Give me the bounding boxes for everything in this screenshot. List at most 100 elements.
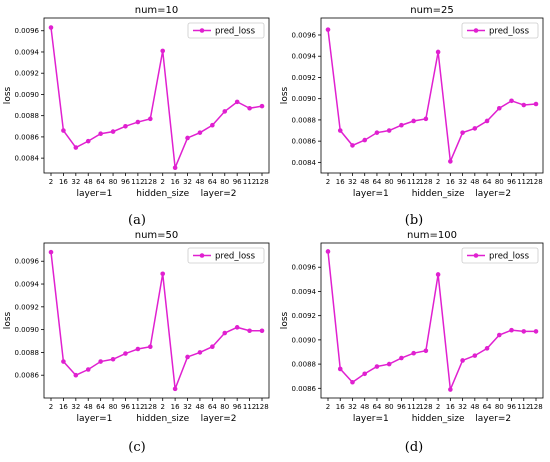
data-point (521, 329, 527, 334)
x-tick-label: 48 (470, 178, 479, 186)
data-point (533, 101, 539, 107)
data-point (61, 359, 66, 364)
x-tick-label: 64 (483, 178, 492, 186)
data-point (147, 116, 153, 122)
x-tick-label: 96 (121, 403, 130, 411)
y-tick-label: 0.0096 (15, 27, 40, 35)
data-point (521, 102, 527, 108)
x-tick-label: 96 (233, 403, 242, 411)
legend-label: pred_loss (489, 27, 530, 37)
data-point (374, 130, 380, 135)
chart-panel: num=100 0.0086 0.0088 0.0090 0.0092 0.0094 0.0… (280, 230, 544, 455)
data-point (123, 123, 128, 129)
y-tick-label: 0.0088 (292, 116, 317, 124)
legend-label: pred_loss (215, 27, 256, 37)
y-tick-label: 0.0094 (292, 288, 317, 296)
data-point (399, 122, 404, 128)
group-label-layer1: layer=1 (77, 414, 113, 424)
x-tick-label: 112 (517, 178, 530, 186)
y-axis-label: loss (3, 86, 13, 104)
x-tick-label: 64 (208, 178, 217, 186)
group-label-layer2: layer=2 (475, 189, 511, 199)
y-tick-label: 0.0096 (292, 264, 317, 272)
series-line (50, 252, 262, 390)
data-point (247, 328, 252, 334)
data-point (185, 135, 190, 141)
x-tick-label: 2 (49, 403, 53, 411)
data-point (98, 131, 103, 137)
x-tick-label: 80 (109, 178, 118, 186)
y-tick-label: 0.0086 (292, 385, 317, 393)
x-tick-label: 112 (407, 178, 420, 186)
group-label-layer1: layer=1 (77, 189, 113, 199)
x-axis-label: hidden_size (136, 414, 189, 424)
y-tick-label: 0.0094 (15, 48, 40, 56)
data-point (509, 98, 514, 104)
data-point (110, 129, 116, 134)
data-point (73, 145, 79, 150)
data-point (197, 350, 203, 355)
x-tick-label: 112 (407, 403, 420, 411)
x-tick-label: 64 (483, 403, 492, 411)
y-tick-label: 0.0088 (15, 349, 40, 357)
x-axis-label: hidden_size (412, 189, 465, 199)
data-point (325, 27, 331, 32)
x-tick-label: 48 (195, 403, 204, 411)
y-tick-label: 0.0086 (15, 133, 40, 141)
x-tick-label: 112 (131, 178, 144, 186)
legend-label: pred_loss (489, 252, 530, 262)
group-label-layer2: layer=2 (201, 189, 237, 199)
data-point (386, 361, 392, 367)
x-tick-label: 16 (446, 178, 455, 186)
data-point (386, 128, 392, 133)
x-tick-label: 32 (71, 178, 80, 186)
x-tick-label: 96 (233, 178, 242, 186)
chart-title: num=10 (135, 5, 179, 16)
data-point (210, 344, 215, 350)
group-label-layer1: layer=1 (353, 414, 389, 424)
data-point (399, 355, 404, 361)
data-point (350, 379, 355, 385)
chart-title: num=25 (410, 5, 454, 16)
x-tick-label: 48 (84, 178, 93, 186)
subfigure-caption: (d) (405, 440, 423, 455)
subfigure-caption: (b) (405, 213, 423, 228)
legend-marker (199, 28, 205, 33)
x-tick-label: 32 (458, 178, 467, 186)
data-point (48, 25, 54, 30)
y-tick-label: 0.0096 (292, 31, 317, 39)
y-tick-label: 0.0094 (292, 53, 317, 61)
legend-box (187, 22, 265, 39)
y-tick-label: 0.0092 (292, 312, 317, 320)
series-line (327, 251, 536, 390)
x-tick-label: 48 (470, 403, 479, 411)
y-tick-label: 0.0088 (292, 361, 317, 369)
y-tick-label: 0.0092 (15, 70, 40, 78)
data-point (337, 366, 343, 372)
x-tick-label: 32 (71, 403, 80, 411)
data-point (472, 353, 478, 358)
legend-marker (473, 253, 479, 258)
x-tick-label: 32 (348, 178, 357, 186)
x-tick-label: 96 (397, 403, 406, 411)
data-point (259, 328, 265, 334)
data-point (423, 116, 429, 122)
group-label-layer1: layer=1 (353, 189, 389, 199)
x-tick-label: 128 (419, 178, 432, 186)
x-tick-label: 16 (171, 403, 180, 411)
data-point (460, 358, 465, 363)
data-point (210, 122, 215, 128)
data-point (160, 48, 166, 54)
data-point (222, 330, 228, 336)
y-tick-label: 0.0086 (292, 138, 317, 146)
x-tick-label: 16 (336, 403, 345, 411)
legend-label: pred_loss (215, 252, 256, 262)
data-point (222, 109, 228, 114)
x-tick-label: 128 (419, 403, 432, 411)
x-tick-label: 128 (144, 178, 157, 186)
data-point (374, 364, 380, 369)
legend-box (461, 247, 539, 264)
x-tick-label: 32 (348, 403, 357, 411)
data-point (423, 348, 429, 354)
group-label-layer2: layer=2 (201, 414, 237, 424)
